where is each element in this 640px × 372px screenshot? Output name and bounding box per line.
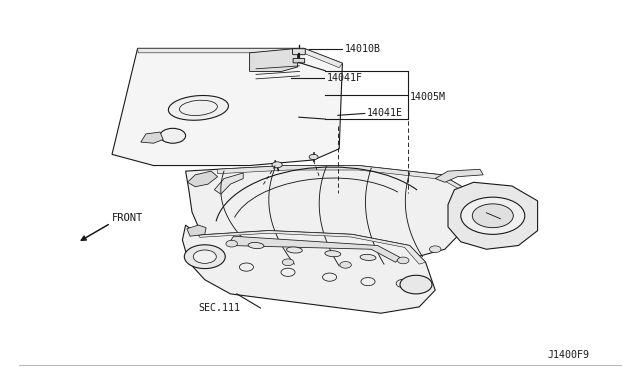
Ellipse shape [360, 254, 376, 260]
Circle shape [361, 278, 375, 286]
Circle shape [397, 257, 409, 264]
Ellipse shape [325, 251, 340, 257]
Polygon shape [230, 236, 400, 262]
Polygon shape [186, 166, 474, 268]
Polygon shape [214, 173, 243, 194]
Polygon shape [250, 48, 298, 71]
Text: J1400F9: J1400F9 [547, 350, 589, 360]
Polygon shape [187, 225, 206, 236]
Polygon shape [435, 169, 483, 182]
Ellipse shape [168, 96, 228, 120]
Circle shape [309, 154, 318, 160]
Polygon shape [138, 48, 342, 68]
Circle shape [184, 245, 225, 269]
Text: FRONT: FRONT [112, 213, 143, 222]
Circle shape [272, 162, 282, 168]
Circle shape [340, 262, 351, 268]
Ellipse shape [248, 243, 264, 248]
Circle shape [396, 279, 410, 288]
Circle shape [472, 204, 513, 228]
Polygon shape [182, 225, 435, 313]
Circle shape [239, 263, 253, 271]
Circle shape [429, 246, 441, 253]
Circle shape [281, 268, 295, 276]
Circle shape [282, 259, 294, 266]
Text: 14005M: 14005M [410, 92, 445, 102]
Circle shape [226, 240, 237, 247]
Polygon shape [112, 48, 342, 166]
FancyBboxPatch shape [292, 49, 305, 55]
Ellipse shape [287, 247, 302, 253]
Circle shape [323, 273, 337, 281]
Polygon shape [198, 231, 426, 264]
Circle shape [400, 275, 432, 294]
Text: 14010B: 14010B [344, 44, 380, 54]
Text: 14041F: 14041F [326, 73, 362, 83]
Ellipse shape [179, 100, 218, 116]
Circle shape [160, 128, 186, 143]
Polygon shape [188, 171, 218, 187]
Polygon shape [218, 166, 467, 193]
FancyBboxPatch shape [293, 58, 305, 63]
Polygon shape [448, 182, 538, 249]
Circle shape [461, 197, 525, 234]
Text: 14041E: 14041E [367, 109, 403, 118]
Text: SEC.111: SEC.111 [198, 303, 241, 313]
Polygon shape [141, 132, 163, 143]
Circle shape [193, 250, 216, 263]
